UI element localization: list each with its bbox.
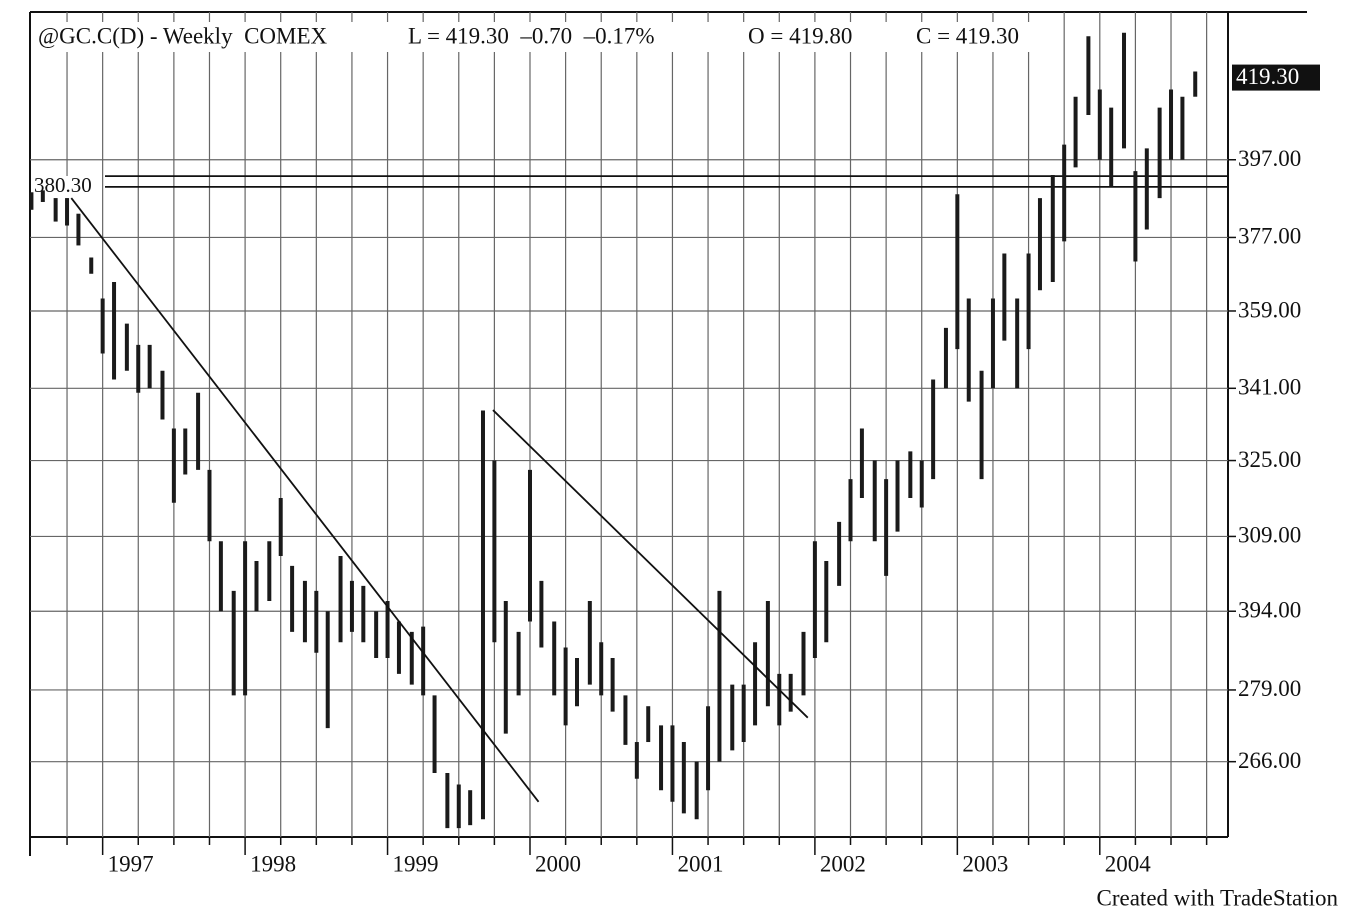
last-price-box bbox=[1232, 64, 1320, 91]
x-tick-label: 2002 bbox=[820, 851, 866, 876]
y-tick-label: 309.00 bbox=[1238, 523, 1301, 548]
y-tick-label: 266.00 bbox=[1238, 748, 1301, 773]
y-tick-label: 325.00 bbox=[1238, 447, 1301, 472]
footer: Created with TradeStation bbox=[1097, 885, 1339, 910]
x-tick-label: 1997 bbox=[108, 851, 154, 876]
x-tick-label: 2001 bbox=[677, 851, 723, 876]
level-label-bg bbox=[32, 176, 102, 198]
trendline bbox=[492, 409, 809, 719]
y-tick-label: 377.00 bbox=[1238, 224, 1301, 249]
x-tick-label: 2000 bbox=[535, 851, 581, 876]
y-tick-label: 394.00 bbox=[1238, 598, 1301, 623]
x-tick-label: 1999 bbox=[393, 851, 439, 876]
x-tick-label: 1998 bbox=[250, 851, 296, 876]
y-tick-label: 341.00 bbox=[1238, 375, 1301, 400]
y-tick-label: 397.00 bbox=[1238, 146, 1301, 171]
header-item: C = 419.30 bbox=[916, 23, 1019, 48]
chart-title: @GC.C(D) - Weekly COMEX bbox=[38, 23, 328, 48]
x-tick-label: 2003 bbox=[962, 851, 1008, 876]
header-item: L = 419.30 –0.70 –0.17% bbox=[408, 23, 655, 48]
y-tick-label: 419.30 bbox=[1236, 64, 1299, 89]
header-bg bbox=[34, 22, 1044, 52]
y-tick-label: 279.00 bbox=[1238, 676, 1301, 701]
y-tick-label: 359.00 bbox=[1238, 297, 1301, 322]
header-item: O = 419.80 bbox=[748, 23, 852, 48]
x-tick-label: 2004 bbox=[1105, 851, 1152, 876]
trendline bbox=[70, 197, 540, 803]
